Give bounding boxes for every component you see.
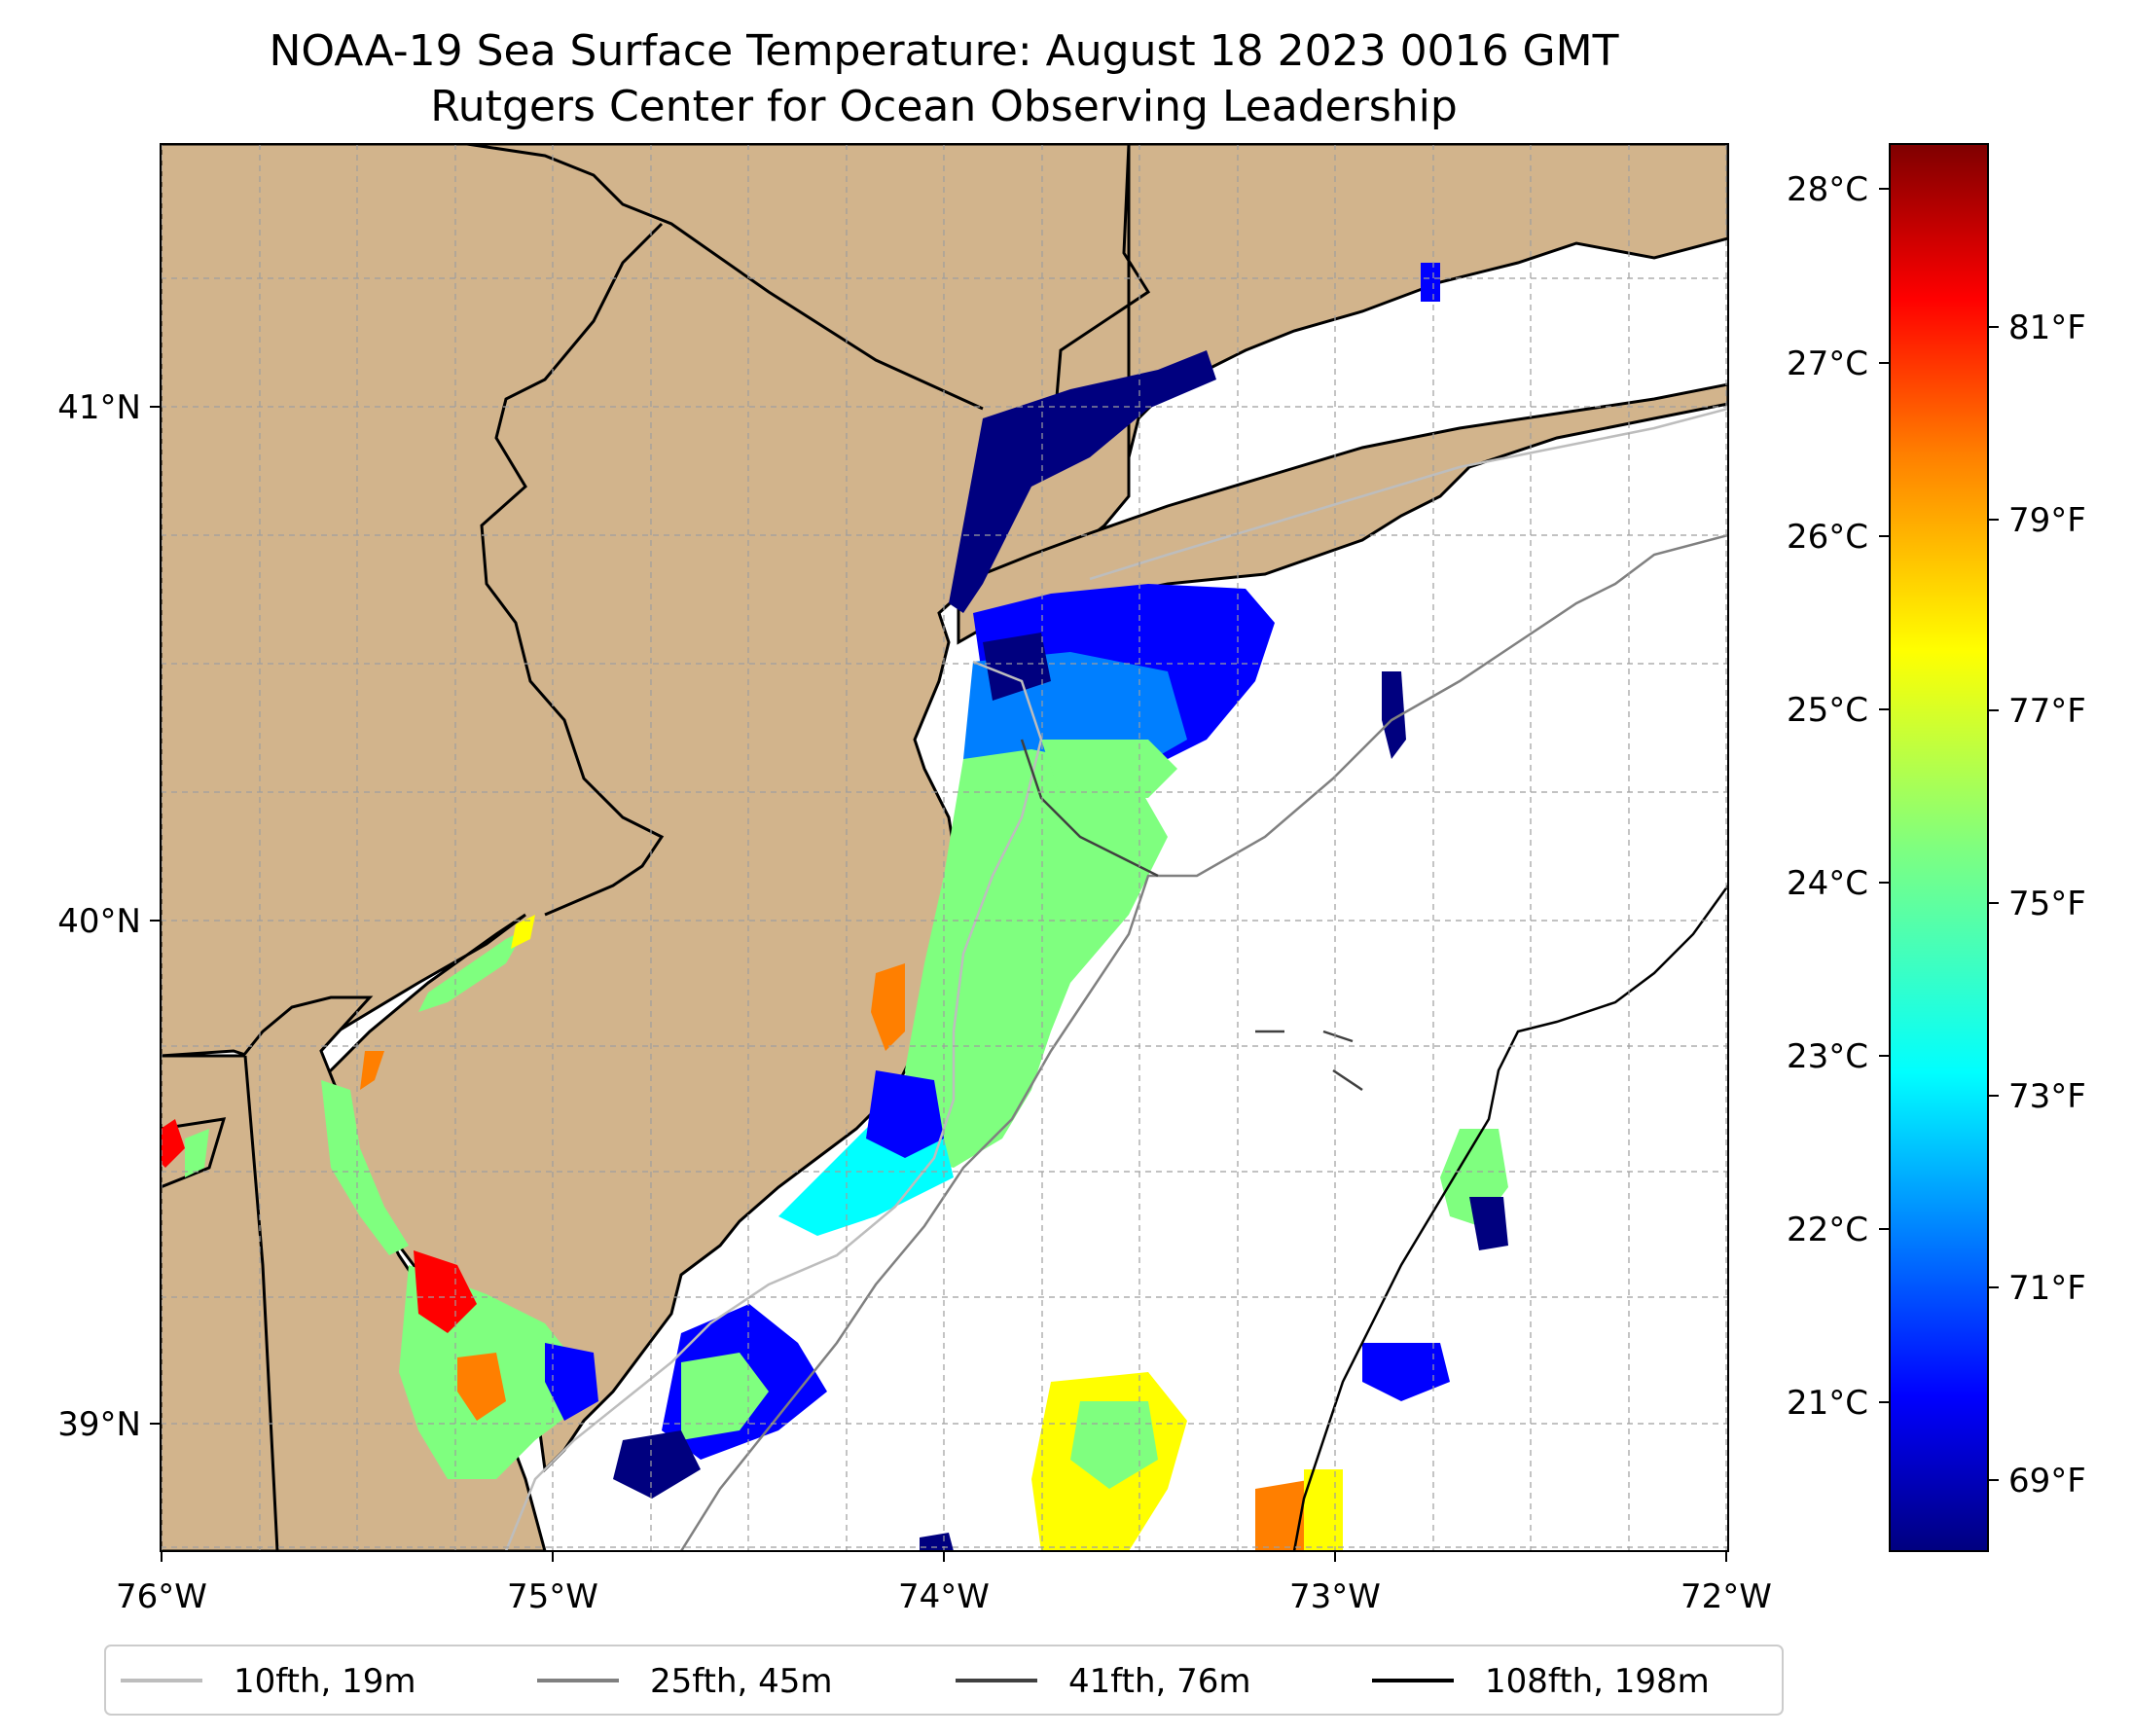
lat-tick-label: 41°N bbox=[57, 388, 141, 427]
celsius-tick-label: 27°C bbox=[1787, 344, 1868, 383]
lon-tick-label: 75°W bbox=[507, 1577, 598, 1616]
contour-41fth bbox=[1020, 739, 1363, 1092]
map-subtitle: Rutgers Center for Ocean Observing Leade… bbox=[430, 82, 1458, 131]
lon-tick-label: 72°W bbox=[1680, 1577, 1772, 1616]
legend-label: 25fth, 45m bbox=[650, 1662, 833, 1701]
legend-label: 108fth, 198m bbox=[1485, 1662, 1710, 1701]
colorbar-celsius-ticks bbox=[1879, 188, 1890, 1403]
celsius-tick-label: 21°C bbox=[1787, 1384, 1868, 1423]
lon-tick-label: 73°W bbox=[1289, 1577, 1381, 1616]
colorbar bbox=[1889, 143, 1989, 1552]
fahrenheit-tick-label: 69°F bbox=[2008, 1462, 2086, 1501]
celsius-tick-label: 23°C bbox=[1787, 1037, 1868, 1076]
lat-tick-label: 39°N bbox=[57, 1405, 141, 1444]
legend-label: 41fth, 76m bbox=[1068, 1662, 1251, 1701]
lon-tick-label: 74°W bbox=[898, 1577, 990, 1616]
legend: 10fth, 19m 25fth, 45m 41fth, 76m 108fth,… bbox=[104, 1645, 1784, 1716]
fahrenheit-tick-label: 71°F bbox=[2008, 1269, 2086, 1308]
lat-axis bbox=[150, 406, 161, 1425]
legend-box bbox=[104, 1645, 1784, 1716]
legend-label: 10fth, 19m bbox=[234, 1662, 416, 1701]
lon-axis bbox=[161, 1551, 1727, 1562]
sst-data-layer bbox=[161, 263, 1508, 1551]
fahrenheit-tick-label: 73°F bbox=[2008, 1077, 2086, 1116]
fahrenheit-tick-label: 79°F bbox=[2008, 501, 2086, 540]
celsius-tick-label: 26°C bbox=[1787, 518, 1868, 557]
state-border-ct-ny bbox=[1054, 144, 1151, 410]
fahrenheit-tick-label: 77°F bbox=[2008, 692, 2086, 731]
contour-108fth bbox=[1292, 885, 1728, 1551]
contour-10fth bbox=[504, 407, 1728, 1551]
lon-tick-label: 76°W bbox=[116, 1577, 207, 1616]
celsius-tick-label: 28°C bbox=[1787, 170, 1868, 209]
colorbar-fahrenheit-ticks bbox=[1988, 326, 1999, 1481]
celsius-tick-label: 22°C bbox=[1787, 1211, 1868, 1249]
map-title: NOAA-19 Sea Surface Temperature: August … bbox=[270, 26, 1619, 76]
map-area bbox=[161, 144, 1728, 1551]
celsius-tick-label: 24°C bbox=[1787, 864, 1868, 903]
celsius-tick-label: 25°C bbox=[1787, 691, 1868, 730]
fahrenheit-tick-label: 81°F bbox=[2008, 308, 2086, 347]
state-border-de-md bbox=[243, 1055, 279, 1551]
fahrenheit-tick-label: 75°F bbox=[2008, 885, 2086, 923]
lat-tick-label: 40°N bbox=[57, 902, 141, 941]
bathymetry-contours bbox=[504, 407, 1728, 1551]
contour-25fth bbox=[679, 533, 1728, 1551]
land-mainland bbox=[161, 144, 1131, 1473]
